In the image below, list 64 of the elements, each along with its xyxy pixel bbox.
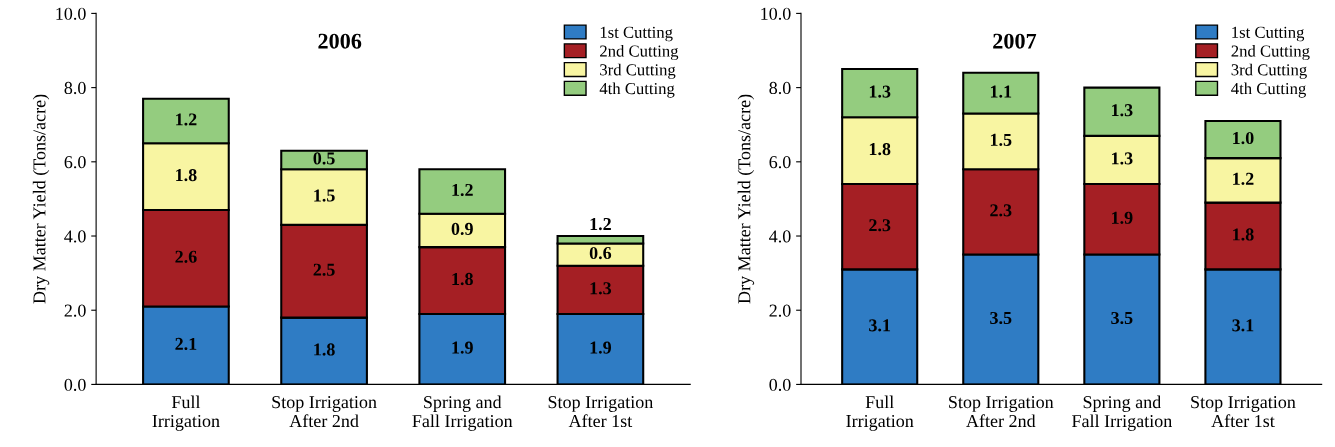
data-label: 1.9 [1112, 211, 1133, 224]
legend-label: 2nd Cutting [600, 44, 679, 61]
x-tick-label: Stop Irrigation After 2nd [272, 396, 377, 428]
y-tick-label: 10.0 [56, 7, 86, 20]
data-label: 2.3 [990, 204, 1012, 217]
x-tick-label: Stop Irrigation After 1st [548, 396, 654, 428]
y-axis-title: Dry Matter Yield (Tons/acre) [737, 94, 755, 304]
data-label: 1.8 [869, 143, 891, 156]
data-label: 1.8 [314, 343, 335, 356]
y-tick-label: 4.0 [769, 230, 791, 243]
data-label: 1.2 [452, 183, 473, 197]
y-tick-label: 2.0 [64, 304, 86, 317]
data-label: 1.8 [452, 272, 473, 286]
data-label: 1.0 [1233, 131, 1254, 145]
legend-label: 1st Cutting [600, 26, 673, 42]
data-label: 2.1 [175, 337, 197, 351]
annotation: 1.2 [590, 217, 611, 231]
x-tick-label: Spring and Fall Irrigation [412, 395, 513, 431]
data-label: 1.5 [990, 133, 1012, 147]
data-label: 3.5 [1111, 311, 1133, 325]
x-tick-label: Full Irrigation [152, 395, 220, 431]
legend-label: 1st Cutting [1232, 26, 1305, 42]
y-tick-label: 0.0 [64, 378, 86, 391]
y-tick-label: 8.0 [769, 81, 791, 95]
data-label: 3.1 [1232, 319, 1254, 332]
data-label: 1.9 [590, 341, 612, 354]
data-label: 0.6 [589, 246, 612, 260]
y-tick-label: 4.0 [64, 230, 86, 243]
data-label: 2.6 [175, 250, 197, 263]
legend-label: 3rd Cutting [600, 63, 676, 79]
y-tick-label: 0.0 [769, 378, 791, 391]
data-label: 2.5 [313, 263, 335, 276]
y-axis-title: Dry Matter Yield (Tons/acre) [32, 94, 50, 304]
x-tick-label: Full Irrigation [846, 395, 914, 431]
data-label: 1.3 [1112, 152, 1133, 165]
data-label: 1.1 [990, 85, 1012, 98]
x-tick-label: Stop Irrigation After 2nd [949, 396, 1054, 428]
data-label: 1.3 [869, 85, 891, 98]
data-label: 0.9 [451, 222, 473, 236]
data-label: 1.3 [1112, 104, 1133, 117]
text: 2007 [993, 33, 1037, 49]
legend-label: 4th Cutting [599, 82, 675, 98]
data-label: 3.1 [869, 319, 891, 332]
data-label: 1.2 [1233, 172, 1254, 185]
y-tick-label: 10.0 [761, 7, 791, 20]
y-tick-label: 8.0 [64, 81, 86, 95]
data-label: 1.5 [314, 189, 335, 202]
data-label: 2.3 [869, 219, 891, 232]
data-label: 1.8 [176, 168, 197, 182]
y-tick-label: 6.0 [769, 156, 791, 169]
x-tick-label: Spring and Fall Irrigation [1071, 395, 1172, 431]
data-label: 1.8 [1233, 228, 1254, 241]
data-label: 3.5 [990, 311, 1012, 325]
y-tick-label: 2.0 [769, 304, 791, 317]
x-tick-label: Stop Irrigation After 1st [1191, 396, 1296, 428]
data-label: 1.2 [176, 113, 197, 126]
data-label: 1.3 [590, 282, 612, 295]
y-tick-label: 6.0 [64, 156, 86, 169]
data-label: 0.5 [313, 152, 335, 165]
legend-label: 3rd Cutting [1231, 63, 1307, 79]
data-label: 1.9 [452, 341, 473, 354]
legend-label: 2nd Cutting [1231, 44, 1310, 61]
legend-label: 4th Cutting [1231, 82, 1306, 98]
text: 2006 [318, 33, 362, 49]
